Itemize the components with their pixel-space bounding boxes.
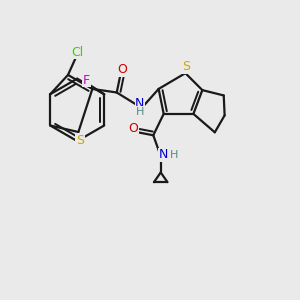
Text: Cl: Cl (72, 46, 84, 59)
Text: F: F (83, 74, 90, 87)
Text: S: S (182, 60, 190, 73)
Text: O: O (128, 122, 138, 135)
Text: H: H (170, 150, 178, 160)
Text: N: N (135, 97, 145, 110)
Text: O: O (117, 63, 127, 76)
Text: H: H (136, 106, 144, 116)
Text: N: N (158, 148, 168, 161)
Text: S: S (76, 134, 84, 147)
